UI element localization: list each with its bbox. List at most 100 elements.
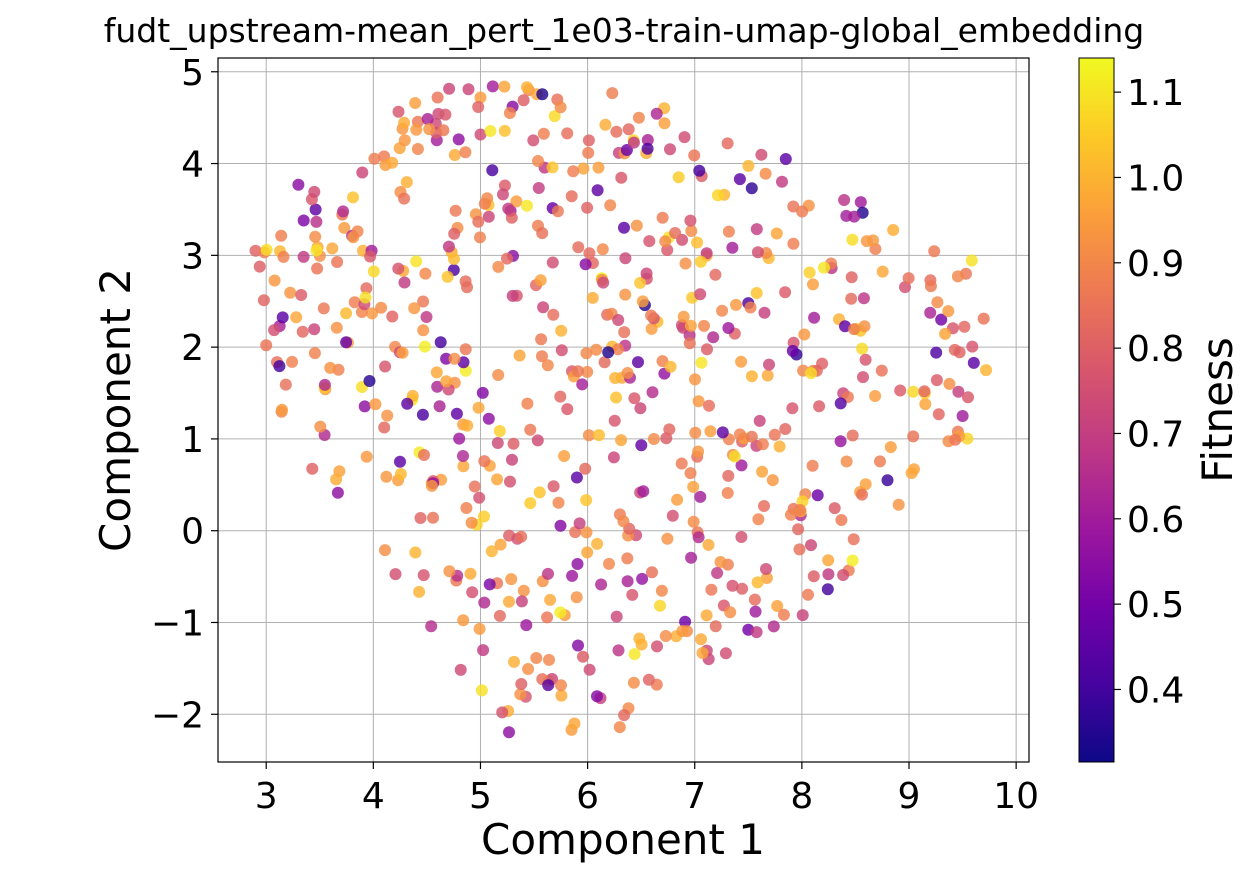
data-point [894,384,907,397]
data-point [410,123,423,136]
data-point [840,209,853,222]
data-point [677,310,690,323]
data-point [394,455,406,468]
data-point [722,322,735,334]
data-point [924,280,937,293]
data-point [434,336,447,349]
data-point [517,584,530,597]
data-point [449,204,462,217]
data-point [919,398,932,411]
colorbar-tick-label: 0.9 [1127,244,1184,285]
data-point [951,270,964,283]
data-point [297,214,310,227]
data-point [641,134,654,146]
data-point [260,243,273,256]
data-point [561,403,574,416]
data-point [356,166,369,179]
data-point [554,519,567,532]
data-point [503,107,516,119]
data-point [494,538,507,551]
data-point [709,620,722,633]
data-point [277,250,290,263]
data-point [366,307,378,320]
data-point [839,320,851,333]
data-point [568,717,581,730]
data-points [249,80,993,739]
data-point [537,301,550,314]
data-point [756,438,769,451]
data-point [572,241,585,254]
data-point [751,576,764,589]
data-point [591,184,604,197]
data-point [828,502,841,515]
data-point [617,515,630,528]
data-point [413,585,426,598]
data-point [543,653,555,666]
data-point [472,215,485,228]
data-point [813,400,826,413]
data-point [805,367,818,380]
data-point [692,395,705,408]
y-axis-label: Component 2 [91,268,140,552]
data-point [634,402,647,415]
data-point [351,225,364,238]
data-point [760,572,773,584]
data-point [635,439,648,452]
data-point [618,221,630,234]
data-point [491,473,504,486]
y-tick-label: 2 [181,328,204,369]
data-point [524,497,537,510]
data-point [928,245,941,258]
data-point [308,185,321,198]
data-point [834,435,847,448]
data-point [794,504,806,516]
data-point [537,127,550,140]
data-point [448,227,461,240]
data-point [257,294,270,307]
data-point [751,246,764,259]
data-point [760,563,772,575]
data-point [541,611,554,624]
data-point [632,111,645,124]
data-point [745,370,758,383]
data-point [554,101,567,114]
data-point [492,369,505,381]
data-point [633,632,646,645]
data-point [642,673,655,686]
data-point [491,437,504,449]
data-point [711,189,724,202]
data-point [546,161,559,174]
data-point [548,110,561,123]
data-point [606,87,619,100]
data-point [340,336,353,349]
data-point [592,161,605,174]
data-point [593,429,605,442]
data-point [532,182,545,194]
data-point [462,83,475,96]
data-point [646,386,659,399]
data-point [622,123,635,136]
data-point [431,91,444,104]
data-point [474,128,487,141]
data-point [777,608,790,621]
data-point [513,349,526,362]
data-point [542,567,554,580]
data-point [907,430,920,443]
data-point [484,125,497,137]
data-point [846,554,859,567]
data-point [522,663,535,675]
data-point [582,146,595,159]
data-point [787,200,800,213]
data-point [465,516,478,529]
data-point [818,261,830,274]
data-point [421,113,434,125]
data-point [651,640,663,653]
data-point [821,583,834,596]
data-point [679,615,692,628]
data-point [331,486,344,499]
data-point [375,301,388,314]
data-point [689,426,702,439]
data-point [369,398,382,411]
data-point [510,195,523,208]
data-point [621,367,634,379]
